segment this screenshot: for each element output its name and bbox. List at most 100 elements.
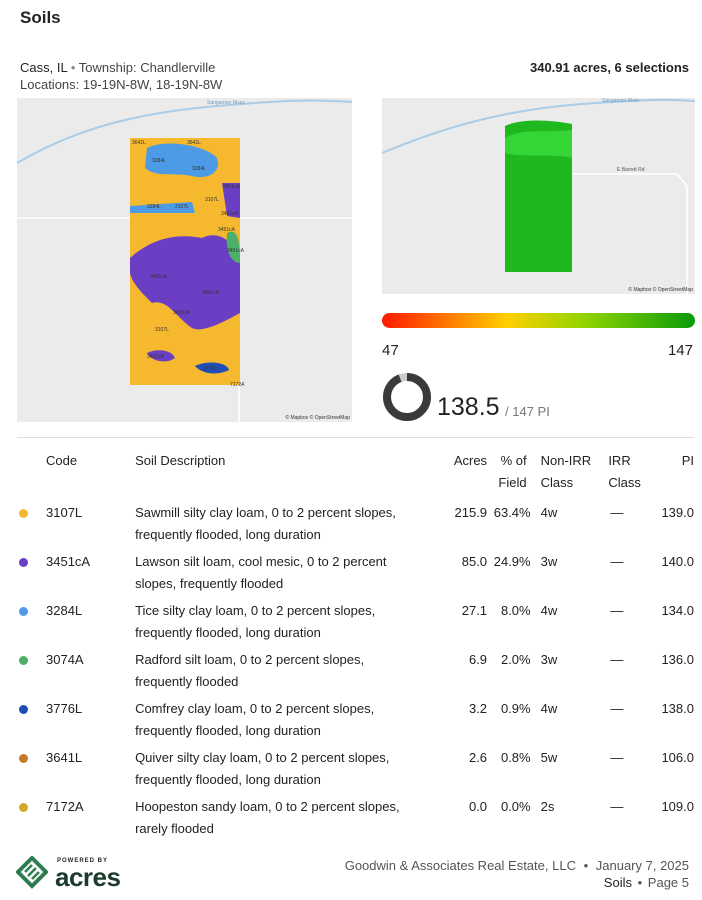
soil-3451cA <box>130 235 240 330</box>
swatch-cell <box>17 649 28 698</box>
map-label: 3284L <box>152 158 166 164</box>
logo-mark <box>16 856 48 889</box>
scale-min: 47 <box>382 342 399 359</box>
table-cell: 3776L <box>46 701 83 716</box>
company: Goodwin & Associates Real Estate, LLC <box>344 858 576 873</box>
pi-donut <box>383 373 431 421</box>
header-cell: IRR Class <box>608 453 641 490</box>
table-cell: — <box>610 799 624 814</box>
map-label: 3451cA <box>173 310 191 316</box>
table-cell: 0.9% <box>500 701 531 716</box>
attribution: © Mapbox © OpenStreetMap <box>628 286 693 293</box>
map-label: 7172A <box>230 382 245 388</box>
table-cell: Hoopeston sandy loam, 0 to 2 percent slo… <box>135 799 400 836</box>
soil-table: Code Soil Description Acres % of Field Non-I… <box>17 450 694 845</box>
table-cell: 27.1 <box>461 603 488 618</box>
river <box>382 98 695 154</box>
field <box>505 120 572 272</box>
date: January 7, 2025 <box>595 858 689 873</box>
table-cell: 3107L <box>46 505 83 520</box>
color-dot <box>19 558 28 567</box>
scale-max: 147 <box>667 342 693 359</box>
footer-line2: Soils • Page 5 <box>603 875 689 890</box>
brand: acres <box>55 862 121 892</box>
header-cell: PI <box>681 453 694 468</box>
header-cell: Non-IRR Class <box>540 453 592 490</box>
table-cell: 2.6 <box>468 750 488 765</box>
table-cell: 2.0% <box>500 652 531 667</box>
map-label: 3107L <box>155 327 169 333</box>
map-label: 3451cA <box>223 184 241 190</box>
color-dot <box>19 607 28 616</box>
table-cell: 0.0 <box>468 799 488 814</box>
table-cell: 0.0% <box>500 799 531 814</box>
powered-by: POWERED BY <box>57 858 109 864</box>
table-cell: — <box>610 750 624 765</box>
table-cell: 3284L <box>46 603 83 618</box>
table-cell: 2s <box>540 799 555 814</box>
table-cell: Lawson silt loam, cool mesic, 0 to 2 per… <box>135 554 387 591</box>
table-row: 3074A Radford silt loam, 0 to 2 percent s… <box>17 649 694 698</box>
map-label: 3284L <box>147 204 161 210</box>
color-dot <box>19 656 28 665</box>
table-cell: 3451cA <box>46 554 91 569</box>
table-row: 7172A Hoopeston sandy loam, 0 to 2 percen… <box>17 796 694 845</box>
river <box>17 99 352 164</box>
pi-max: / 147 PI <box>505 404 550 419</box>
township: Township: Chandlerville <box>78 60 216 75</box>
gradient-bar <box>382 313 695 328</box>
road-label: E Barrett Rd <box>617 167 645 173</box>
swatch-cell <box>17 796 28 845</box>
table-row: 3284L Tice silty clay loam, 0 to 2 percen… <box>17 600 694 649</box>
table-cell: 134.0 <box>661 603 694 618</box>
header-cell: Soil Description <box>135 453 226 468</box>
table-cell: 3074A <box>46 652 84 667</box>
map-label: 3107L <box>205 197 219 203</box>
map-label: 3451cA <box>218 227 236 233</box>
table-cell: 4w <box>540 603 558 618</box>
table-cell: 24.9% <box>493 554 531 569</box>
map-label: 3451cA <box>150 274 168 280</box>
soil-3451cA <box>147 350 175 362</box>
table-cell: — <box>610 701 624 716</box>
table-cell: 6.9 <box>468 652 488 667</box>
left-map: Sangamon River 3641L 3641L 3284L 3284L 3… <box>17 98 352 422</box>
map-label: 3641L <box>187 140 201 146</box>
section: Soils <box>603 875 632 890</box>
table-cell: 3w <box>540 652 558 667</box>
header-cell: % of Field <box>498 453 527 490</box>
summary: 340.91 acres, 6 selections <box>529 60 689 75</box>
footer-line1: Goodwin & Associates Real Estate, LLC • … <box>344 858 689 873</box>
table-cell: Quiver silty clay loam, 0 to 2 percent s… <box>135 750 390 787</box>
pi-value: 138.5 <box>437 393 500 421</box>
swatch-cell <box>17 600 28 649</box>
table-cell: 63.4% <box>493 505 531 520</box>
table-row: 3107L Sawmill silty clay loam, 0 to 2 per… <box>17 502 694 551</box>
header-cell: Code <box>46 453 78 468</box>
soil-3284L <box>145 143 218 178</box>
swatch-cell <box>17 747 28 796</box>
swatch-cell <box>17 698 28 747</box>
map-label: 3451cA <box>147 354 165 360</box>
field-zone <box>505 130 572 158</box>
map-label: 3107L <box>175 204 189 210</box>
table-cell: 136.0 <box>661 652 694 667</box>
color-dot <box>19 754 28 763</box>
donut-value <box>383 373 431 421</box>
soil-3284L <box>130 202 195 213</box>
table-cell: 4w <box>540 505 558 520</box>
page-number: Page 5 <box>647 875 689 890</box>
table-row: 3451cA Lawson silt loam, cool mesic, 0 to… <box>17 551 694 600</box>
table-cell: 138.0 <box>661 701 694 716</box>
map-labels: 3641L 3641L 3284L 3284L 3451cA 3284L 310… <box>132 140 245 388</box>
table-cell: 3.2 <box>468 701 488 716</box>
location: Cass, IL <box>20 60 68 75</box>
color-dot <box>19 803 28 812</box>
map-label: 3451cA <box>202 290 220 296</box>
location-line: Cass, IL • Township: Chandlerville <box>20 60 215 75</box>
river-label: Sangamon River <box>207 100 245 106</box>
soil-3451cA <box>222 183 240 218</box>
map-label: 3284L <box>192 166 206 172</box>
map-label: 3451cA <box>221 211 239 217</box>
